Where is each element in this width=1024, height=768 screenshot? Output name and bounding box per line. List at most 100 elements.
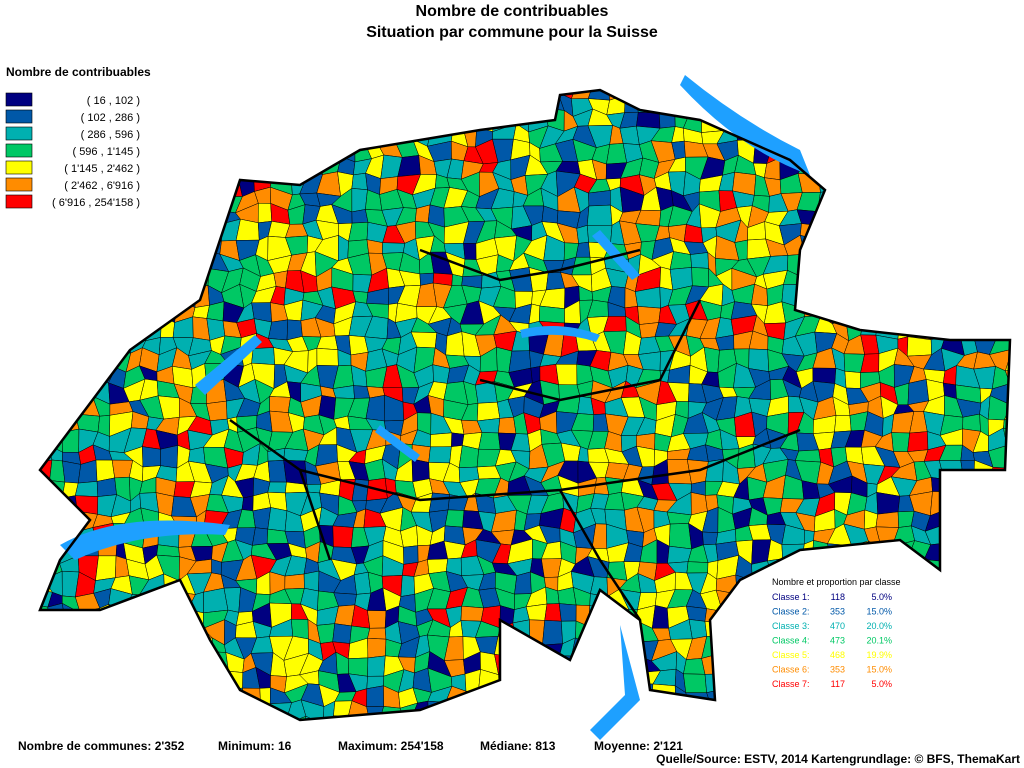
commune — [831, 555, 849, 577]
commune — [732, 635, 758, 655]
commune — [13, 623, 36, 644]
commune — [991, 96, 1010, 113]
commune — [125, 302, 147, 325]
commune — [494, 636, 516, 657]
commune — [670, 715, 693, 720]
commune — [993, 189, 1010, 212]
commune — [893, 60, 916, 84]
class-share: 5.0% — [871, 592, 892, 602]
commune — [58, 635, 84, 658]
commune — [156, 158, 182, 179]
commune — [811, 236, 834, 261]
commune — [512, 637, 531, 661]
legend-swatch — [5, 160, 33, 175]
commune — [941, 542, 965, 562]
commune — [271, 113, 287, 131]
legend-label: ( 286 , 596 ) — [81, 129, 140, 141]
commune — [973, 269, 996, 291]
commune — [66, 381, 81, 402]
commune — [60, 226, 85, 242]
commune — [978, 62, 990, 75]
commune — [174, 203, 193, 228]
commune — [862, 225, 877, 243]
commune — [907, 654, 927, 672]
commune — [946, 171, 966, 194]
commune — [16, 318, 36, 339]
commune — [267, 460, 287, 483]
commune — [738, 686, 758, 701]
commune — [880, 90, 899, 101]
commune — [335, 90, 353, 94]
commune — [40, 556, 51, 581]
commune — [13, 240, 33, 257]
commune — [1013, 622, 1024, 643]
commune — [910, 303, 927, 325]
commune — [586, 204, 613, 226]
commune — [892, 540, 916, 566]
commune — [767, 704, 787, 718]
commune — [751, 588, 771, 611]
commune — [170, 609, 193, 629]
commune — [14, 703, 36, 724]
commune — [973, 672, 997, 692]
commune — [92, 672, 110, 690]
commune — [650, 705, 677, 720]
commune — [973, 322, 997, 339]
commune — [140, 621, 158, 637]
commune — [891, 698, 912, 720]
commune — [956, 155, 979, 173]
commune — [314, 90, 340, 98]
commune — [957, 324, 978, 342]
commune — [992, 141, 1010, 165]
commune — [720, 652, 734, 675]
commune — [987, 495, 1007, 517]
commune — [798, 717, 819, 720]
commune — [114, 714, 130, 720]
commune — [907, 431, 929, 453]
commune — [138, 170, 164, 194]
commune — [128, 702, 148, 720]
commune — [258, 141, 276, 156]
commune — [252, 111, 275, 131]
commune — [960, 652, 975, 673]
commune — [669, 251, 692, 270]
commune — [13, 642, 29, 655]
commune — [107, 654, 127, 673]
commune — [512, 94, 530, 115]
commune — [877, 174, 901, 193]
commune — [974, 209, 994, 227]
commune — [962, 413, 981, 432]
commune — [946, 491, 965, 510]
commune — [878, 283, 900, 306]
commune — [379, 717, 404, 720]
commune — [397, 717, 416, 720]
commune — [734, 717, 757, 720]
commune — [946, 688, 961, 708]
commune — [939, 506, 965, 530]
commune — [75, 363, 97, 383]
commune — [730, 669, 750, 689]
commune — [973, 255, 996, 276]
commune — [203, 587, 229, 614]
commune — [49, 303, 67, 323]
commune — [723, 717, 740, 720]
commune — [252, 123, 274, 149]
commune — [555, 364, 578, 386]
commune — [891, 208, 916, 230]
commune — [114, 315, 128, 333]
commune — [958, 240, 974, 257]
commune — [848, 110, 867, 128]
commune — [382, 242, 406, 254]
commune — [941, 716, 963, 720]
commune — [224, 706, 245, 718]
commune — [990, 657, 1007, 674]
commune — [283, 140, 307, 162]
commune — [571, 671, 593, 693]
commune — [351, 188, 368, 213]
commune — [715, 687, 741, 705]
commune — [528, 90, 549, 96]
commune — [95, 555, 117, 581]
commune — [812, 703, 837, 720]
commune — [603, 607, 630, 629]
